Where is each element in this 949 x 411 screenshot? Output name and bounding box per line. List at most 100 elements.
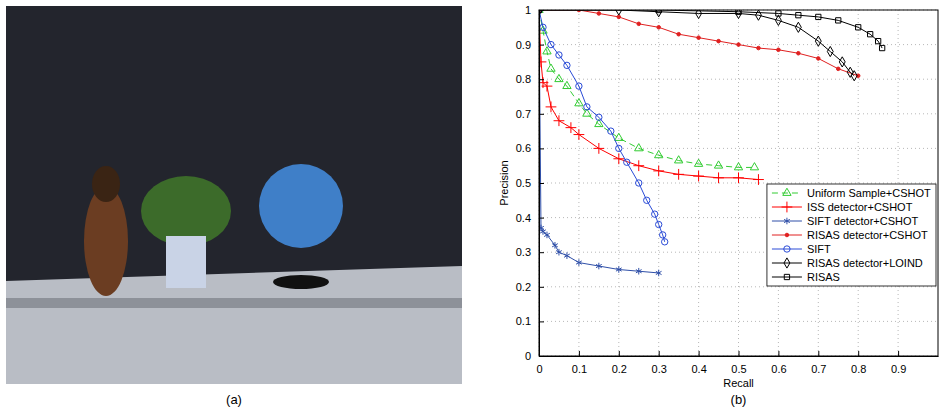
legend-label: SIFT detector+CSHOT [807,215,919,227]
series [539,10,668,245]
legend: Uniform Sample+CSHOTISS detector+CSHOTSI… [767,184,936,286]
legend-box [767,184,936,286]
photo-table [6,266,462,384]
series-marker [653,165,664,176]
legend-marker [784,274,789,279]
legend-label: ISS detector+CSHOT [807,201,913,213]
series-marker [540,24,546,30]
y-tick-label: 0.5 [516,177,531,189]
legend-label: RISAS [807,271,840,283]
y-tick: 1 [525,4,544,16]
series-marker [777,48,781,52]
series-marker [737,43,741,47]
legend-line [772,263,802,264]
panel-label: (a) [226,392,242,407]
legend-item: ISS detector+CSHOT [772,201,913,213]
series-marker [542,81,553,92]
series-marker [556,52,562,58]
panel-label: (b) [731,392,747,407]
x-tick: 0.8 [851,351,866,375]
y-tick-mark [539,356,544,357]
series [539,10,662,276]
y-tick: 0.1 [516,315,544,327]
series-marker [656,221,662,227]
x-tick-label: 0.5 [731,363,746,375]
series-marker [713,172,724,183]
x-grid-line [858,10,859,356]
photo-globe [259,164,343,248]
series-marker [584,104,590,110]
series-marker [593,143,604,154]
x-tick: 0.1 [572,351,587,375]
series-marker [656,10,662,17]
series-line [539,10,754,167]
x-tick-label: 0.2 [612,363,627,375]
legend-label: RISAS detector+CSHOT [807,229,928,241]
y-grid-line [539,79,938,80]
series-marker [879,45,884,50]
x-tick-mark [699,351,700,356]
y-tick-label: 0.4 [516,212,531,224]
y-grid-line [539,286,938,287]
x-tick-label: 0.8 [851,363,866,375]
legend-item: SIFT detector+CSHOT [772,215,919,227]
x-tick-label: 0.6 [771,363,786,375]
series-line [539,10,758,180]
legend-item: RISAS detector+LOIND [772,257,923,269]
series-marker [697,36,701,40]
series-marker [753,174,764,185]
series-line [539,10,882,48]
series-marker [694,159,702,166]
series-marker [616,266,622,273]
series-marker [616,10,622,15]
legend-label: SIFT [807,243,831,255]
series-line [539,10,858,76]
x-grid-line [778,10,779,356]
series-marker [608,128,614,134]
series-marker [868,32,873,37]
y-tick: 0.5 [516,177,544,189]
series-marker [633,160,644,171]
x-tick: 0.7 [811,351,826,375]
y-tick: 0.3 [516,246,544,258]
legend-item: RISAS detector+CSHOT [772,229,928,241]
photo-panel [6,6,462,384]
x-tick: 0.9 [891,351,906,375]
series-marker [876,38,881,43]
x-tick-label: 0.4 [691,363,706,375]
y-tick-mark [539,321,544,322]
y-tick-mark [539,183,544,184]
x-axis: 00.10.20.30.40.50.60.70.80.9 [536,351,938,375]
x-axis-title: Recall [723,377,754,389]
series-marker [839,57,845,67]
series [539,10,759,170]
series-marker [817,57,821,61]
y-tick-label: 0.7 [516,108,531,120]
photo-pot [166,236,206,288]
series-line [539,10,854,76]
photo-table-edge [6,298,462,308]
series-marker [816,14,821,19]
series-marker [836,18,841,23]
x-tick-mark [659,351,660,356]
y-tick-mark [539,287,544,288]
x-tick: 0.4 [691,351,706,375]
series-marker [556,249,562,256]
series-marker [539,57,546,68]
y-tick-label: 0.1 [516,315,531,327]
legend-marker [785,233,789,237]
series-marker [775,15,781,25]
legend-line [772,277,802,278]
x-tick: 0.6 [771,351,786,375]
legend-item: SIFT [772,243,831,255]
y-tick-mark [539,45,544,46]
series-marker [624,159,630,165]
series-marker [756,10,762,20]
legend-item: RISAS [772,271,840,283]
plot-background [539,10,938,356]
x-tick: 0.5 [731,351,746,375]
x-grid-line [818,10,819,356]
photo-background [6,6,462,384]
y-tick-label: 0 [525,350,531,362]
series-marker [657,26,661,30]
